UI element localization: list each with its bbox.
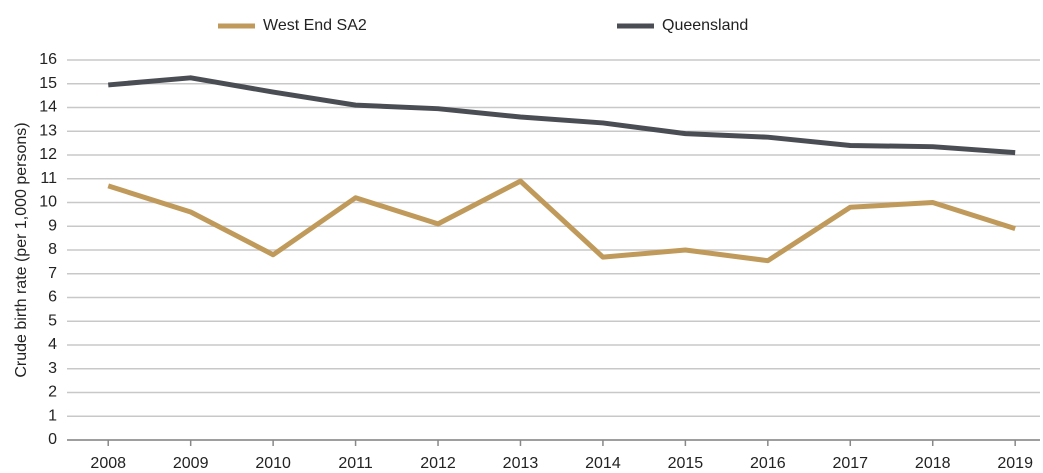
x-tick-label: 2014 [585, 455, 621, 472]
y-tick-label: 6 [48, 289, 57, 306]
x-tick-label: 2018 [915, 455, 951, 472]
y-tick-label: 11 [40, 170, 57, 187]
x-tick-label: 2016 [750, 455, 786, 472]
y-axis-label: Crude birth rate (per 1,000 persons) [13, 122, 30, 377]
y-tick-label: 12 [39, 146, 57, 163]
y-tick-label: 5 [48, 312, 57, 329]
x-tick-label: 2015 [668, 455, 704, 472]
y-tick-label: 10 [39, 194, 57, 211]
x-tick-label: 2010 [255, 455, 291, 472]
y-tick-label: 7 [48, 265, 57, 282]
line-series [107, 178, 1016, 264]
y-tick-label: 9 [48, 217, 57, 234]
legend-label: Queensland [662, 17, 748, 34]
x-tick-label: 2019 [997, 455, 1033, 472]
y-tick-label: 16 [39, 51, 57, 68]
y-tick-label: 2 [48, 384, 57, 401]
y-tick-label: 15 [39, 75, 57, 92]
y-tick-label: 13 [39, 122, 57, 139]
x-tick-label: 2011 [338, 455, 373, 472]
y-tick-label: 14 [39, 99, 57, 116]
legend-label: West End SA2 [263, 17, 367, 34]
x-tick-label: 2013 [503, 455, 539, 472]
x-tick-label: 2017 [832, 455, 868, 472]
y-tick-label: 8 [48, 241, 57, 258]
line-series [108, 75, 1016, 156]
y-tick-label: 4 [48, 336, 57, 353]
y-tick-label: 1 [48, 407, 57, 424]
y-tick-label: 3 [48, 360, 57, 377]
x-tick-label: 2009 [173, 455, 209, 472]
x-tick-label: 2008 [90, 455, 126, 472]
y-tick-label: 0 [48, 431, 57, 448]
x-tick-label: 2012 [420, 455, 456, 472]
